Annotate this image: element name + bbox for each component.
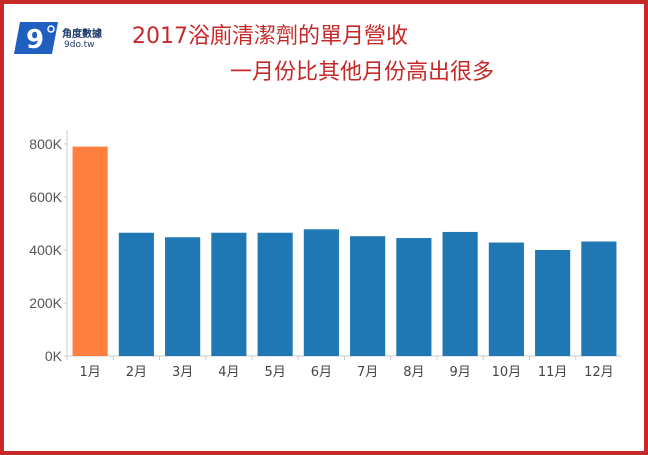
bar-1: [72, 146, 108, 356]
x-tick-label: 5月: [264, 365, 285, 380]
x-tick-label: 9月: [449, 365, 470, 380]
bar-12: [581, 241, 617, 356]
x-tick-label: 11月: [538, 365, 568, 380]
bar-6: [303, 229, 339, 356]
y-tick-label: 600K: [29, 189, 62, 205]
bar-5: [257, 232, 293, 356]
bar-8: [396, 238, 432, 356]
y-tick-label: 800K: [29, 136, 62, 152]
x-tick-label: 4月: [218, 365, 239, 380]
y-tick-label: 0K: [45, 348, 63, 364]
x-tick-label: 12月: [584, 365, 614, 380]
y-tick-label: 200K: [29, 295, 62, 311]
bar-10: [488, 242, 524, 356]
bar-7: [350, 236, 386, 356]
logo-name: 角度數據: [62, 29, 102, 40]
x-tick-label: 6月: [311, 365, 332, 380]
bar-4: [211, 232, 247, 356]
x-tick-label: 8月: [403, 365, 424, 380]
bar-3: [165, 237, 201, 356]
bar-11: [535, 249, 571, 356]
x-tick-label: 1月: [79, 365, 100, 380]
y-tick-label: 400K: [29, 242, 62, 258]
bar-chart: 0K 200K 400K 600K 800K 1月 2月 3月 4月 5月 6月 7月 8月 9月 10月 1…: [29, 130, 622, 380]
logo: 9 角度數據 9do.tw: [14, 20, 126, 56]
x-tick-label: 7月: [357, 365, 378, 380]
x-tick-label: 2月: [126, 365, 147, 380]
chart-subtitle: 一月份比其他月份高出很多: [230, 60, 495, 85]
bar-9: [442, 231, 478, 356]
bar-2: [118, 232, 154, 356]
logo-9-icon: 9: [14, 22, 58, 55]
svg-text:9: 9: [26, 25, 44, 55]
x-tick-label: 10月: [492, 365, 522, 380]
logo-url: 9do.tw: [64, 40, 95, 50]
plot-area: 0K 200K 400K 600K 800K 1月 2月 3月 4月 5月 6月 7月 8月 9月 10月 1…: [29, 130, 622, 380]
chart-title: 2017浴廁清潔劑的單月營收: [132, 24, 408, 49]
x-tick-label: 3月: [172, 365, 193, 380]
